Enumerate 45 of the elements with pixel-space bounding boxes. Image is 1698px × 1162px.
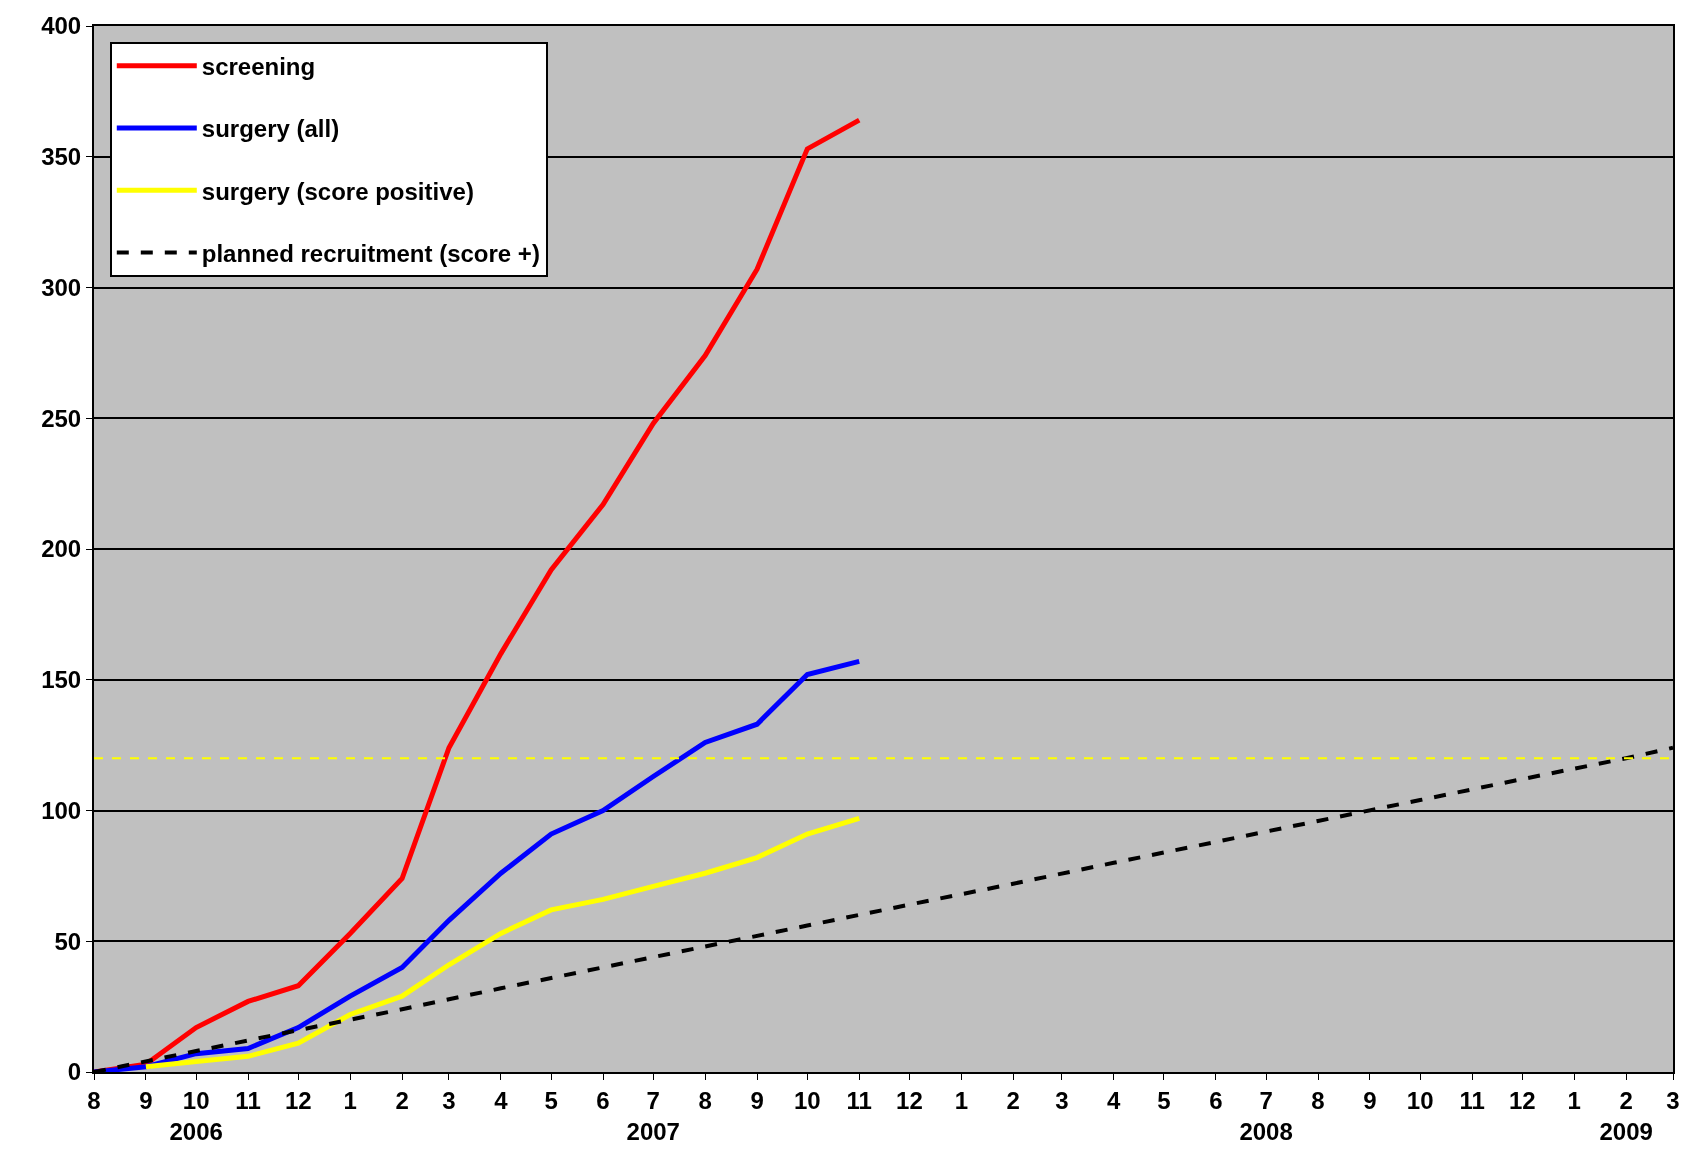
y-tick-label: 50 xyxy=(54,927,82,955)
x-tick-label: 11 xyxy=(846,1086,872,1114)
x-tick-label: 6 xyxy=(596,1086,610,1114)
y-tick-label: 200 xyxy=(41,535,82,563)
x-tick-label: 12 xyxy=(284,1086,312,1114)
x-tick-label: 10 xyxy=(1406,1086,1434,1114)
x-tick-label: 9 xyxy=(139,1086,153,1114)
y-tick-label: 250 xyxy=(41,404,82,432)
x-tick-label: 2 xyxy=(395,1086,409,1114)
y-tick-label: 350 xyxy=(41,143,82,171)
x-tick-label: 3 xyxy=(1055,1086,1069,1114)
x-tick-label: 12 xyxy=(1508,1086,1536,1114)
legend-label: planned recruitment (score +) xyxy=(201,239,540,267)
x-tick-label: 8 xyxy=(698,1086,712,1114)
y-tick-label: 100 xyxy=(41,796,82,824)
legend-label: surgery (all) xyxy=(201,115,340,143)
x-tick-label: 3 xyxy=(442,1086,456,1114)
x-tick-label: 2 xyxy=(1006,1086,1020,1114)
x-tick-label: 8 xyxy=(1311,1086,1325,1114)
y-tick-label: 0 xyxy=(67,1058,82,1086)
x-tick-label: 11 xyxy=(1459,1086,1485,1114)
x-tick-label: 9 xyxy=(1363,1086,1377,1114)
x-tick-label: 8 xyxy=(87,1086,101,1114)
x-tick-label: 5 xyxy=(544,1086,558,1114)
legend-label: surgery (score positive) xyxy=(201,177,474,205)
x-tick-label: 2 2009 xyxy=(1599,1086,1653,1145)
x-tick-label: 11 xyxy=(235,1086,261,1114)
x-tick-label: 1 xyxy=(343,1086,357,1114)
x-tick-label: 7 2008 xyxy=(1239,1086,1293,1145)
x-tick-label: 1 xyxy=(1567,1086,1581,1114)
x-tick-label: 10 2006 xyxy=(169,1086,223,1145)
x-tick-label: 12 xyxy=(896,1086,923,1114)
x-tick-label: 4 xyxy=(494,1086,509,1114)
x-tick-label: 5 xyxy=(1157,1086,1171,1114)
y-tick-label: 300 xyxy=(41,273,82,301)
x-tick-label: 6 xyxy=(1209,1086,1223,1114)
x-tick-label: 7 2007 xyxy=(626,1086,680,1145)
y-tick-label: 400 xyxy=(41,12,82,40)
x-tick-label: 3 xyxy=(1666,1086,1680,1114)
y-tick-label: 150 xyxy=(41,666,82,694)
x-tick-label: 9 xyxy=(750,1086,764,1114)
x-tick-label: 4 xyxy=(1107,1086,1122,1114)
x-tick-label: 1 xyxy=(954,1086,969,1114)
legend-label: screening xyxy=(201,53,316,81)
x-tick-label: 10 xyxy=(793,1086,821,1114)
